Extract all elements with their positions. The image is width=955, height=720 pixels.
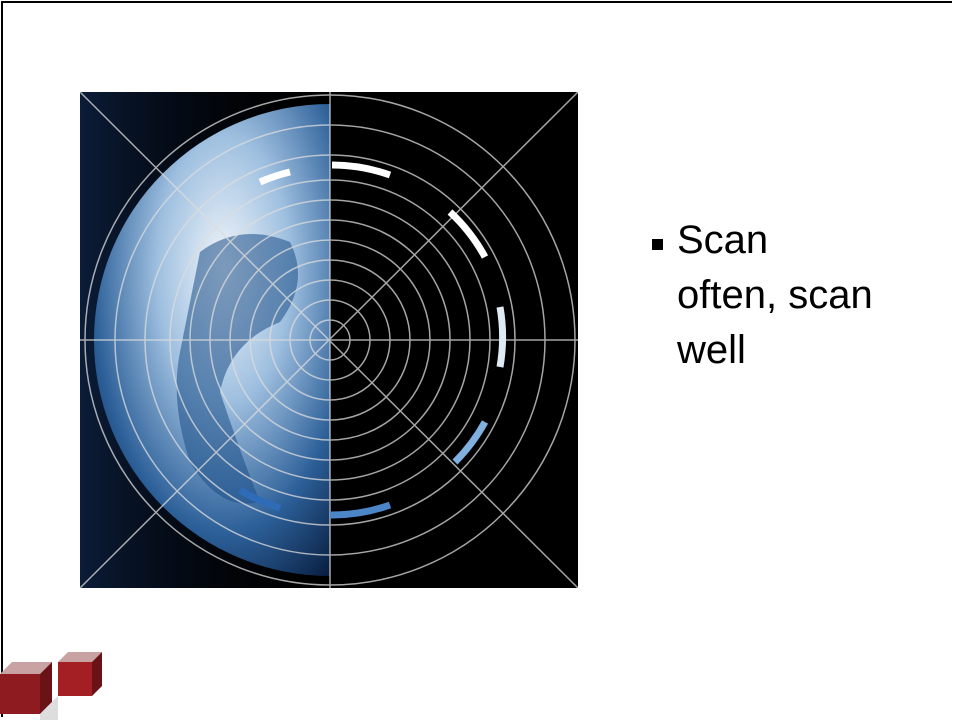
bullet-list: Scan often, scan well <box>648 213 879 378</box>
radar-image <box>80 92 578 588</box>
logo <box>0 652 102 720</box>
bullet: Scan often, scan well <box>648 213 879 378</box>
